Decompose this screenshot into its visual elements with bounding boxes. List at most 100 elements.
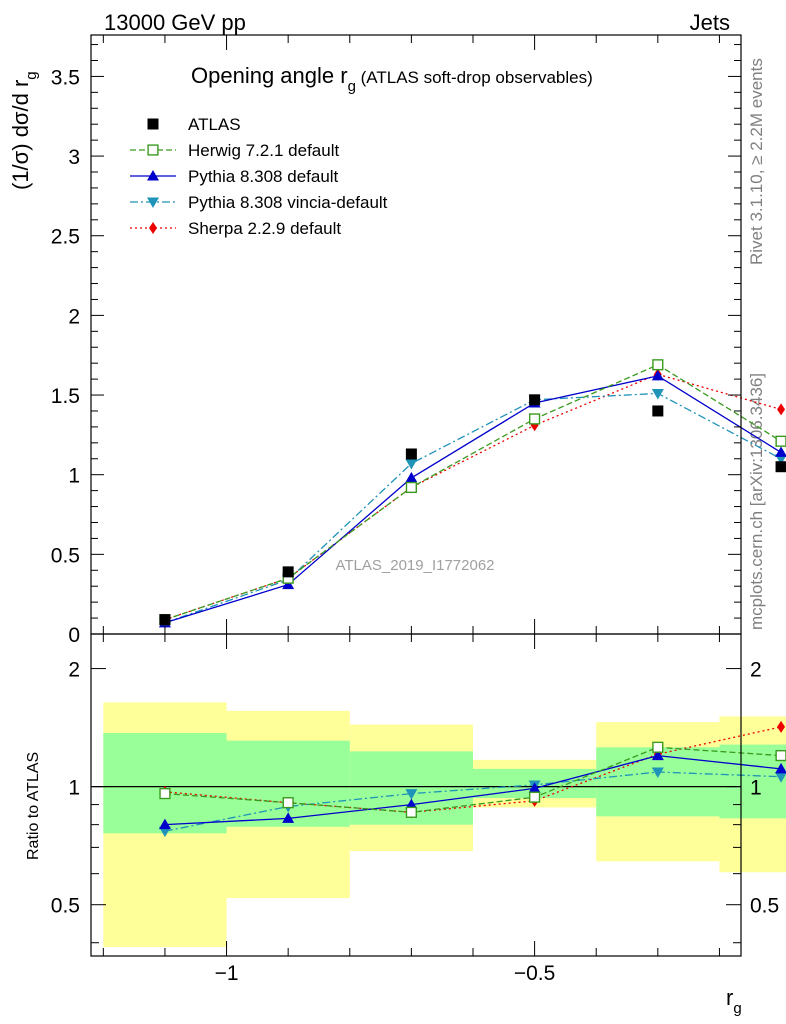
legend-item-sherpa-2-2-9-default: Sherpa 2.2.9 default [130, 219, 341, 238]
analysis-id-label: ATLAS_2019_I1772062 [335, 557, 494, 574]
main-plot-panel: 0 0.5 1 1.5 2 2.5 3 3.5 ATLAS_2019_I1772062 Ope… [8, 34, 786, 647]
legend-label-herwig-7-2-1-default: Herwig 7.2.1 default [188, 141, 339, 160]
point-atlas-4 [529, 394, 541, 406]
ratio-y-axis-label: Ratio to ATLAS [25, 752, 42, 860]
ratio-point-herwig-7-2-1-default-4 [529, 791, 541, 803]
legend-marker-pythia-8-308-vincia-default [147, 197, 159, 208]
legend-marker-atlas [147, 118, 159, 130]
legend-marker-herwig-7-2-1-default [147, 144, 159, 156]
legend-label-atlas: ATLAS [188, 115, 241, 134]
ratio-point-pythia-8-308-default-5 [651, 749, 664, 761]
ratio-ytick-label-left: 2 [68, 659, 80, 682]
point-sherpa-2-2-9-default-6 [777, 403, 786, 416]
main-x-ticks [102, 35, 720, 634]
energy-label: 13000 GeV pp [104, 10, 246, 35]
process-label: Jets [690, 10, 730, 35]
band-green-bin-1 [103, 733, 227, 834]
ratio-line-herwig-7-2-1-default [164, 746, 782, 813]
point-pythia-8-308-default-6 [775, 446, 786, 457]
ratio-point-pythia-8-308-vincia-default-3 [405, 789, 418, 800]
point-pythia-8-308-default-5 [651, 369, 664, 381]
point-herwig-7-2-1-default-6 [775, 435, 786, 447]
ratio-point-pythia-8-308-default-2 [282, 812, 295, 823]
main-ytick-label: 1.5 [51, 385, 80, 408]
ratio-point-pythia-8-308-default-3 [405, 798, 418, 810]
ratio-point-pythia-8-308-vincia-default-6 [775, 772, 786, 783]
series-line-pythia-8-308-vincia-default [164, 392, 782, 624]
point-herwig-7-2-1-default-5 [652, 359, 664, 371]
main-ytick-label: 2.5 [51, 226, 80, 249]
point-pythia-8-308-vincia-default-5 [651, 388, 664, 400]
ratio-ytick-label-right: 0.5 [750, 895, 779, 918]
main-ytick-label: 0.5 [51, 544, 80, 567]
legend-label-pythia-8-308-vincia-default: Pythia 8.308 vincia-default [188, 193, 388, 212]
title-rest: (ATLAS soft-drop observables) [356, 68, 593, 87]
legend-label-sherpa-2-2-9-default: Sherpa 2.2.9 default [188, 219, 341, 238]
point-atlas-2 [282, 566, 294, 578]
main-plot-title: Opening angle rg (ATLAS soft-drop observ… [191, 63, 593, 95]
x-axis-label: rg [726, 985, 742, 1017]
main-ytick-label: 3.5 [51, 66, 80, 89]
point-atlas-5 [652, 405, 664, 417]
source-label: mcplots.cern.ch [arXiv:1306.3436] [747, 373, 766, 630]
xlabel-text: r [726, 985, 733, 1010]
point-herwig-7-2-1-default-4 [529, 413, 541, 425]
legend: ATLAS Herwig 7.2.1 default Pythia 8.308 de… [130, 115, 388, 238]
point-atlas-3 [405, 448, 417, 460]
legend-item-atlas: ATLAS [147, 115, 241, 134]
main-ylabel-sub: g [23, 71, 40, 79]
series-line-pythia-8-308-default [164, 375, 782, 624]
point-atlas-1 [159, 614, 171, 626]
ratio-point-pythia-8-308-vincia-default-1 [158, 826, 171, 838]
ratio-point-pythia-8-308-default-6 [775, 762, 786, 774]
point-pythia-8-308-default-2 [282, 578, 295, 590]
ratio-line-pythia-8-308-default [164, 754, 782, 826]
ratio-xtick-label: −0.5 [514, 962, 555, 985]
ratio-ytick-label-right: 2 [750, 659, 762, 682]
ratio-plot-panel: 0.5 0.5 1 1 2 2 −1 −0.5 Ratio to ATLAS rg [25, 633, 786, 1017]
ratio-point-pythia-8-308-default-1 [158, 818, 171, 830]
main-ytick-label: 2 [68, 305, 80, 328]
ratio-point-herwig-7-2-1-default-3 [405, 806, 417, 818]
point-herwig-7-2-1-default-3 [405, 481, 417, 494]
ratio-point-pythia-8-308-default-4 [528, 782, 541, 793]
main-ytick-label: 0 [68, 624, 80, 647]
main-series-group [158, 359, 786, 629]
series-line-herwig-7-2-1-default [164, 364, 782, 621]
legend-marker-pythia-8-308-default [147, 170, 159, 181]
ratio-point-pythia-8-308-vincia-default-5 [651, 767, 664, 778]
title-sub: g [348, 78, 356, 95]
main-ytick-label: 1 [68, 465, 80, 488]
series-line-sherpa-2-2-9-default [164, 373, 782, 621]
ratio-ytick-label-right: 1 [750, 777, 762, 800]
main-y-axis-label: (1/σ) dσ/d rg [8, 71, 40, 190]
legend-label-pythia-8-308-default: Pythia 8.308 default [188, 167, 339, 186]
ratio-point-herwig-7-2-1-default-5 [652, 741, 664, 753]
ratio-y-ticks: 0.5 0.5 1 1 2 2 [51, 659, 779, 944]
ratio-uncertainty-bands [103, 702, 786, 948]
main-ytick-label: 3 [68, 146, 80, 169]
ratio-point-herwig-7-2-1-default-6 [775, 749, 786, 762]
xlabel-sub: g [733, 1000, 741, 1017]
ratio-plot-frame [90, 633, 742, 957]
main-ylabel-text: (1/σ) dσ/d r [8, 80, 33, 190]
point-pythia-8-308-vincia-default-3 [405, 459, 418, 470]
ratio-point-herwig-7-2-1-default-1 [159, 787, 171, 800]
legend-item-pythia-8-308-default: Pythia 8.308 default [130, 167, 339, 186]
point-atlas-6 [775, 461, 786, 473]
band-green-bin-6 [719, 744, 786, 819]
ratio-ytick-label-left: 1 [68, 777, 80, 800]
legend-item-pythia-8-308-vincia-default: Pythia 8.308 vincia-default [130, 193, 388, 212]
rivet-version-label: Rivet 3.1.10, ≥ 2.2M events [747, 58, 766, 265]
legend-item-herwig-7-2-1-default: Herwig 7.2.1 default [130, 141, 339, 160]
ratio-ytick-label-left: 0.5 [51, 895, 80, 918]
ratio-point-sherpa-2-2-9-default-6 [777, 720, 786, 733]
ratio-x-ticks: −1 −0.5 [102, 634, 720, 985]
ratio-point-herwig-7-2-1-default-2 [282, 797, 294, 809]
point-pythia-8-308-default-3 [405, 471, 418, 483]
ratio-line-pythia-8-308-vincia-default [164, 771, 782, 832]
ratio-xtick-label: −1 [215, 962, 239, 985]
title-main: Opening angle r [191, 63, 348, 88]
legend-marker-sherpa-2-2-9-default [149, 222, 157, 234]
